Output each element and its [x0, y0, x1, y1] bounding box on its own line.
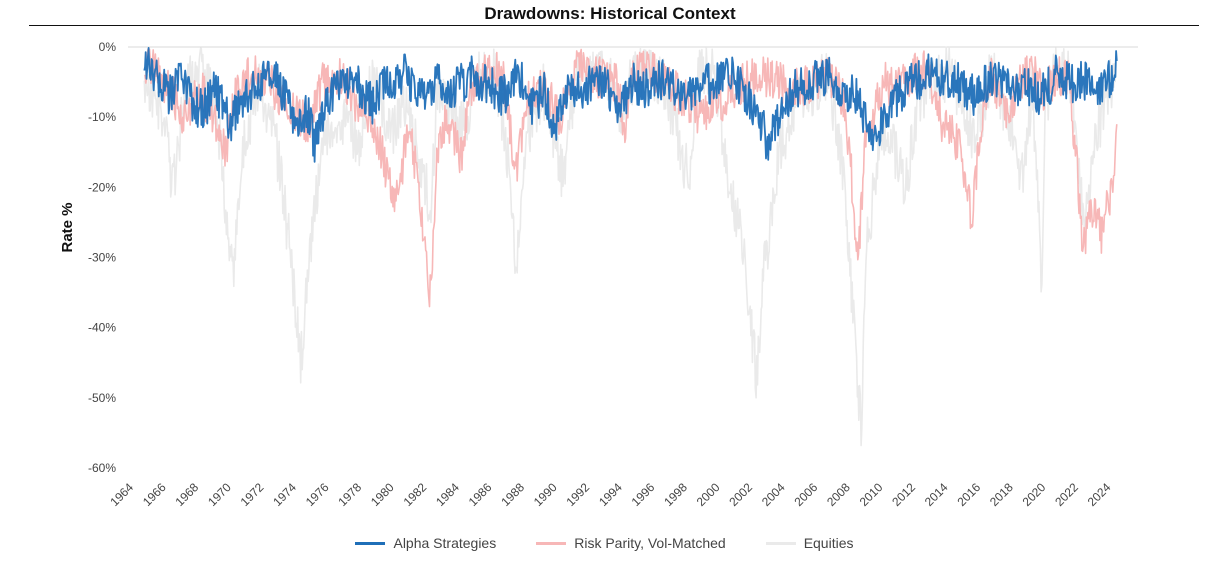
x-tick-label: 2008 [824, 480, 853, 509]
legend-item-alpha: Alpha Strategies [355, 535, 496, 551]
y-tick-label: 0% [99, 40, 117, 54]
y-tick-label: -20% [88, 180, 116, 194]
x-tick-label: 2006 [792, 480, 821, 509]
x-tick-label: 1982 [401, 480, 430, 509]
legend-swatch-equities [765, 541, 796, 545]
x-tick-label: 2002 [726, 480, 755, 509]
x-tick-label: 2022 [1052, 480, 1081, 509]
x-tick-label: 1978 [335, 480, 364, 509]
legend-label-equities: Equities [803, 535, 854, 551]
legend-item-risk-parity: Risk Parity, Vol-Matched [536, 535, 726, 551]
x-tick-label: 2014 [922, 480, 951, 509]
x-tick-label: 1990 [531, 480, 560, 509]
y-tick-label: -30% [88, 251, 116, 265]
chart-legend: Alpha Strategies Risk Parity, Vol-Matche… [0, 535, 1209, 551]
title-rule [29, 25, 1199, 26]
x-tick-label: 1984 [433, 480, 462, 509]
series-line-alpha-strategies [143, 47, 1118, 163]
x-tick-label: 2010 [857, 480, 886, 509]
x-tick-label: 1988 [498, 480, 527, 509]
x-tick-label: 1998 [661, 480, 690, 509]
x-tick-label: 1964 [107, 480, 136, 509]
legend-swatch-risk-parity [536, 541, 567, 545]
legend-label-alpha: Alpha Strategies [393, 535, 497, 551]
x-tick-label: 2024 [1085, 480, 1114, 509]
x-tick-label: 1968 [173, 480, 202, 509]
x-tick-label: 2016 [954, 480, 983, 509]
x-tick-label: 2012 [889, 480, 918, 509]
x-tick-label: 1992 [563, 480, 592, 509]
x-tick-label: 2004 [759, 480, 788, 509]
x-tick-label: 1996 [629, 480, 658, 509]
x-tick-label: 1966 [140, 480, 169, 509]
legend-item-equities: Equities [765, 535, 854, 551]
x-tick-label: 2020 [1020, 480, 1049, 509]
legend-swatch-alpha [355, 541, 386, 545]
legend-label-risk-parity: Risk Parity, Vol-Matched [574, 535, 726, 551]
x-tick-label: 1980 [368, 480, 397, 509]
x-tick-label: 1976 [303, 480, 332, 509]
y-tick-label: -50% [88, 391, 116, 405]
y-axis-title: Rate % [59, 202, 76, 252]
x-tick-label: 2000 [694, 480, 723, 509]
y-tick-label: -60% [88, 461, 116, 475]
y-tick-label: -40% [88, 321, 116, 335]
x-tick-label: 1994 [596, 480, 625, 509]
x-tick-label: 1970 [205, 480, 234, 509]
x-tick-label: 1986 [466, 480, 495, 509]
y-tick-label: -10% [88, 110, 116, 124]
x-tick-label: 2018 [987, 480, 1016, 509]
x-tick-label: 1974 [270, 480, 299, 509]
x-tick-label: 1972 [238, 480, 267, 509]
chart-title: Drawdowns: Historical Context [484, 4, 736, 23]
